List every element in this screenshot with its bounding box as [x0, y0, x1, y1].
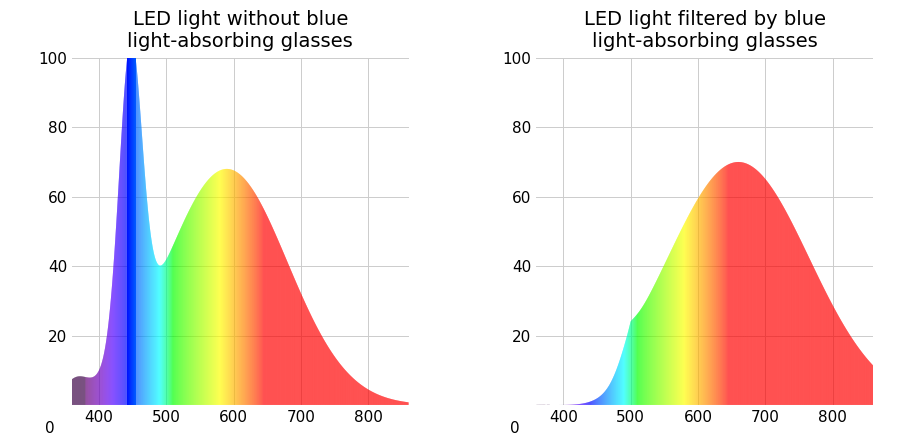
Title: LED light filtered by blue
light-absorbing glasses: LED light filtered by blue light-absorbi…	[584, 10, 825, 51]
Text: 0: 0	[509, 421, 519, 436]
Title: LED light without blue
light-absorbing glasses: LED light without blue light-absorbing g…	[128, 10, 353, 51]
Text: 0: 0	[45, 421, 55, 436]
